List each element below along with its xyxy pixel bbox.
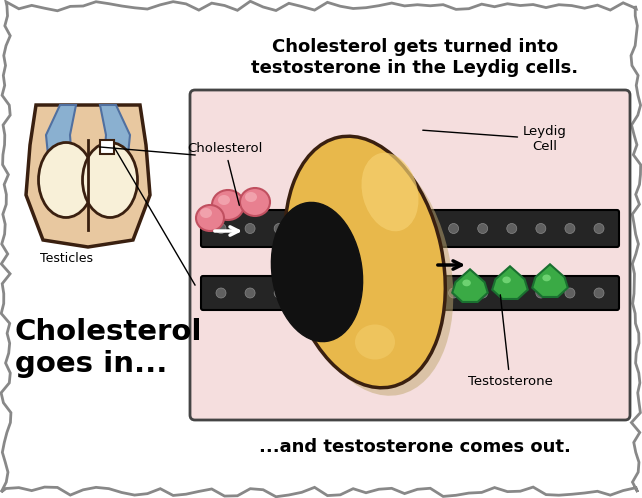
Circle shape	[565, 224, 575, 234]
Circle shape	[419, 224, 429, 234]
Circle shape	[274, 288, 284, 298]
Circle shape	[303, 224, 313, 234]
Circle shape	[390, 224, 401, 234]
Ellipse shape	[542, 274, 551, 281]
Circle shape	[419, 288, 429, 298]
Circle shape	[449, 224, 458, 234]
Circle shape	[274, 224, 284, 234]
Ellipse shape	[502, 276, 511, 283]
Polygon shape	[46, 105, 76, 195]
Circle shape	[478, 288, 488, 298]
Text: Testosterone: Testosterone	[467, 295, 552, 388]
Ellipse shape	[212, 190, 244, 220]
Circle shape	[536, 224, 546, 234]
FancyBboxPatch shape	[100, 140, 114, 154]
Circle shape	[245, 224, 255, 234]
Circle shape	[245, 288, 255, 298]
Text: Cholesterol: Cholesterol	[15, 318, 202, 346]
Ellipse shape	[355, 325, 395, 360]
Polygon shape	[26, 105, 150, 247]
Circle shape	[594, 288, 604, 298]
Text: Testicles: Testicles	[40, 252, 92, 265]
Circle shape	[565, 288, 575, 298]
FancyBboxPatch shape	[201, 210, 619, 247]
Circle shape	[390, 288, 401, 298]
Circle shape	[536, 288, 546, 298]
Circle shape	[333, 288, 342, 298]
Circle shape	[216, 288, 226, 298]
Circle shape	[303, 288, 313, 298]
Ellipse shape	[361, 153, 419, 231]
Text: ...and testosterone comes out.: ...and testosterone comes out.	[259, 438, 571, 456]
Text: Leydig
Cell: Leydig Cell	[423, 125, 567, 153]
Ellipse shape	[83, 142, 137, 218]
Text: goes in...: goes in...	[15, 350, 168, 378]
Ellipse shape	[462, 279, 471, 286]
Circle shape	[449, 288, 458, 298]
Polygon shape	[532, 264, 568, 297]
Circle shape	[361, 288, 371, 298]
Ellipse shape	[200, 208, 212, 218]
Ellipse shape	[196, 205, 224, 231]
Polygon shape	[452, 269, 488, 302]
Circle shape	[361, 224, 371, 234]
Circle shape	[507, 224, 517, 234]
Circle shape	[507, 288, 517, 298]
FancyBboxPatch shape	[190, 90, 630, 420]
Text: Cholesterol gets turned into
testosterone in the Leydig cells.: Cholesterol gets turned into testosteron…	[252, 38, 578, 77]
Text: Cholesterol: Cholesterol	[187, 142, 263, 205]
FancyBboxPatch shape	[201, 276, 619, 310]
Ellipse shape	[284, 136, 446, 388]
Ellipse shape	[272, 202, 363, 342]
Circle shape	[478, 224, 488, 234]
Circle shape	[216, 224, 226, 234]
Polygon shape	[492, 266, 528, 299]
Polygon shape	[100, 105, 130, 195]
Ellipse shape	[39, 142, 94, 218]
Circle shape	[594, 224, 604, 234]
Ellipse shape	[218, 195, 230, 205]
Circle shape	[333, 224, 342, 234]
Ellipse shape	[240, 188, 270, 216]
Ellipse shape	[245, 192, 257, 202]
Ellipse shape	[293, 144, 453, 396]
